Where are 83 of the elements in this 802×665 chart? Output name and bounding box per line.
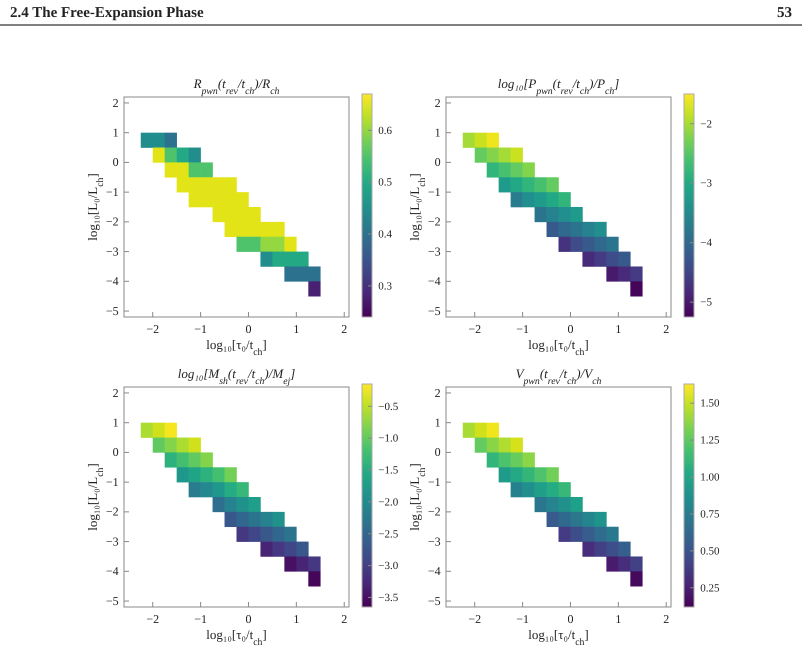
color-bar-label: −2 — [700, 118, 712, 130]
color-bar-label: −5 — [700, 296, 713, 309]
y-tick-label: −2 — [428, 214, 441, 229]
x-tick-label: −1 — [516, 612, 529, 626]
y-tick-label: −4 — [428, 274, 441, 288]
x-tick-label: 1 — [615, 612, 622, 626]
color-bar-label: 0.4 — [378, 228, 393, 241]
y-tick-label: 0 — [112, 445, 119, 460]
color-bar-label: 0.75 — [700, 508, 720, 520]
chart-title: V$_{pwn}$(t$_{rev}$/t$_{ch}$)/V$_{ch}$ — [516, 366, 602, 386]
y-tick-label: −2 — [106, 504, 119, 519]
color-bar-label: −3 — [700, 178, 713, 190]
y-tick-label: −3 — [428, 244, 441, 258]
x-tick-label: 1 — [293, 322, 300, 336]
color-bar-label: −3.0 — [378, 560, 399, 572]
y-tick-label: 2 — [434, 386, 441, 400]
y-tick-label: −4 — [428, 564, 441, 578]
y-tick-label: −3 — [428, 534, 441, 548]
color-bar-label: −3.5 — [378, 592, 399, 604]
color-bar-label: 1.25 — [700, 434, 720, 447]
y-tick-label: −2 — [428, 504, 441, 519]
x-axis-title: log₁₀[τ₀/t$_{ch}$] — [206, 627, 267, 648]
y-tick-label: 1 — [434, 126, 441, 140]
x-tick-label: 0 — [567, 322, 574, 336]
y-tick-label: 0 — [434, 155, 441, 170]
x-tick-label: 2 — [663, 612, 670, 626]
y-tick-label: −3 — [106, 534, 119, 548]
x-tick-label: 2 — [341, 322, 348, 336]
x-tick-label: 1 — [615, 322, 622, 336]
text: 2.4 The Free-Expansion Phase — [10, 5, 204, 21]
color-bar-label: 0.6 — [378, 124, 393, 137]
color-bar-label: −1.5 — [378, 464, 399, 477]
color-bar-label: −1.0 — [378, 432, 399, 445]
x-tick-label: −1 — [194, 322, 207, 336]
x-tick-label: 0 — [245, 612, 252, 626]
y-tick-label: −1 — [428, 184, 441, 199]
color-bar-label: −2.0 — [378, 496, 399, 508]
y-tick-label: 1 — [112, 126, 119, 140]
x-tick-label: −2 — [146, 612, 160, 626]
color-bar-label: −0.5 — [378, 400, 399, 413]
y-tick-label: −5 — [428, 594, 441, 608]
chart-title: log₁₀[M$_{sh}$(t$_{rev}$/t$_{ch}$)/M$_{ej}$] — [178, 366, 296, 386]
x-tick-label: 0 — [567, 612, 574, 626]
y-tick-label: −4 — [106, 564, 119, 578]
x-axis-title: log₁₀[τ₀/t$_{ch}$] — [528, 627, 589, 648]
y-tick-label: 1 — [434, 416, 441, 430]
y-tick-label: 2 — [112, 96, 119, 110]
chart-title: log₁₀[P$_{pwn}$(t$_{rev}$/t$_{ch}$)/P$_{ch}$] — [498, 76, 620, 96]
color-bar-label: 0.50 — [700, 545, 720, 558]
y-tick-label: −1 — [106, 474, 119, 489]
y-tick-label: −4 — [106, 274, 119, 288]
color-bar-label: 0.25 — [700, 582, 720, 594]
color-bar-label: −2.5 — [378, 528, 399, 540]
x-axis-title: log₁₀[τ₀/t$_{ch}$] — [528, 337, 589, 358]
color-bar-label: −4 — [700, 237, 713, 250]
x-axis-title: log₁₀[τ₀/t$_{ch}$] — [206, 337, 267, 358]
x-tick-label: 2 — [663, 322, 670, 336]
chart-title: R$_{pwn}$(t$_{rev}$/t$_{ch}$)/R$_{ch}$ — [192, 76, 280, 96]
y-tick-label: −5 — [106, 304, 119, 318]
y-tick-label: 2 — [112, 386, 119, 400]
x-tick-label: −1 — [516, 322, 529, 336]
color-bar-label: 0.5 — [378, 176, 393, 189]
y-tick-label: 0 — [112, 155, 119, 170]
color-bar-label: 0.3 — [378, 280, 393, 292]
x-tick-label: −1 — [194, 612, 207, 626]
x-tick-label: 0 — [245, 322, 252, 336]
text: 53 — [777, 5, 792, 21]
x-tick-label: −2 — [146, 322, 160, 336]
y-tick-label: −5 — [106, 594, 119, 608]
x-tick-label: −2 — [468, 612, 482, 626]
y-tick-label: 1 — [112, 416, 119, 430]
y-tick-label: −3 — [106, 244, 119, 258]
y-tick-label: 0 — [434, 445, 441, 460]
y-tick-label: −5 — [428, 304, 441, 318]
x-tick-label: −2 — [468, 322, 482, 336]
y-tick-label: −1 — [428, 474, 441, 489]
y-tick-label: 2 — [434, 96, 441, 110]
color-bar-label: 1.00 — [700, 472, 720, 484]
x-tick-label: 2 — [341, 612, 348, 626]
color-bar-label: 1.50 — [700, 398, 720, 410]
y-tick-label: −2 — [106, 214, 119, 229]
y-tick-label: −1 — [106, 184, 119, 199]
x-tick-label: 1 — [293, 612, 300, 626]
